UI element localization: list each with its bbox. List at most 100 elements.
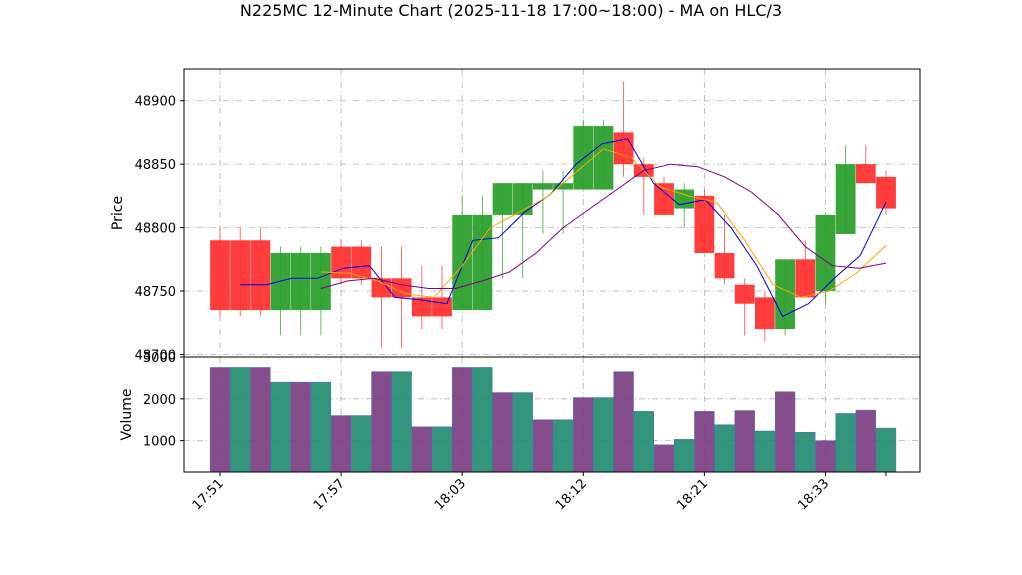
volume-bar <box>230 367 251 473</box>
candlesticks <box>210 81 896 349</box>
candle-body <box>452 214 473 311</box>
volume-bar <box>573 397 594 473</box>
volume-bar <box>371 371 392 473</box>
x-tick-label: 18:21 <box>674 476 711 513</box>
volume-bar <box>855 409 876 473</box>
candle <box>230 227 251 317</box>
candle-body <box>290 252 311 311</box>
candle-body <box>734 284 755 304</box>
candle-body <box>331 246 351 279</box>
candle <box>815 214 836 304</box>
volume-bar <box>613 371 634 473</box>
candle <box>835 145 856 234</box>
candle <box>371 246 392 349</box>
volume-bar <box>431 426 453 473</box>
price-tick-label: 48700 <box>135 348 176 363</box>
candle-body <box>573 126 594 190</box>
candle <box>250 227 271 317</box>
volume-bar <box>674 439 695 473</box>
candle <box>876 170 896 215</box>
candle <box>775 259 795 336</box>
candle <box>472 195 493 311</box>
x-tick-label: 17:57 <box>311 476 348 513</box>
volume-bar <box>290 381 311 473</box>
price-tick-label: 48750 <box>135 285 176 300</box>
volume-y-axis-ticks: 1000 2000 3000 <box>143 351 184 450</box>
candle <box>452 195 473 311</box>
candle <box>210 227 230 317</box>
candle <box>593 119 614 190</box>
volume-bar <box>351 415 372 473</box>
price-tick-label: 48900 <box>135 95 176 110</box>
chart-title: N225MC 12-Minute Chart (2025-11-18 17:00… <box>240 1 782 20</box>
candle-body <box>351 246 372 279</box>
volume-tick-label: 1000 <box>143 435 176 450</box>
candle <box>674 183 695 228</box>
candle-body <box>210 240 230 311</box>
volume-bar <box>209 367 231 473</box>
x-tick-label: 17:51 <box>190 476 227 513</box>
candle-body <box>391 278 412 298</box>
volume-bar <box>552 419 574 473</box>
volume-bar <box>270 381 291 473</box>
candle-body <box>553 183 573 190</box>
volume-bar <box>774 391 796 473</box>
x-tick-label: 18:03 <box>432 476 469 513</box>
price-grid <box>184 69 920 357</box>
price-panel-frame <box>183 68 921 358</box>
volume-bar <box>835 413 856 473</box>
price-tick-label: 48800 <box>135 222 176 237</box>
candle-body <box>411 297 432 317</box>
volume-panel-frame <box>183 356 921 473</box>
price-axis-label: Price <box>110 196 126 230</box>
candle <box>613 81 634 177</box>
candle-body <box>835 164 856 234</box>
candle-body <box>855 164 876 184</box>
candle <box>734 278 755 336</box>
volume-bar <box>714 424 735 473</box>
candle-body <box>775 259 795 330</box>
x-tick-label: 18:12 <box>553 476 590 513</box>
ma-line <box>320 163 887 289</box>
candle <box>755 291 775 342</box>
candle-body <box>230 240 251 311</box>
candle-body <box>593 126 614 190</box>
volume-bar <box>452 367 473 473</box>
volume-bar <box>330 415 352 473</box>
candle <box>290 246 311 336</box>
volume-bar <box>411 426 432 473</box>
candle-body <box>533 183 553 190</box>
ma-line <box>320 148 887 298</box>
volume-bars <box>209 367 897 473</box>
candle <box>331 240 351 285</box>
price-tick-label: 48850 <box>135 158 176 173</box>
x-axis-ticks: 17:51 17:57 18:03 18:12 18:21 18:33 <box>190 472 887 513</box>
candle <box>311 246 331 336</box>
candle-body <box>311 252 331 311</box>
price-y-axis-ticks: 48700 48750 48800 48850 48900 <box>135 95 184 363</box>
candle <box>270 246 291 336</box>
candle-body <box>876 176 896 209</box>
candle <box>855 145 876 184</box>
volume-bar <box>593 397 614 473</box>
volume-tick-label: 2000 <box>143 393 176 408</box>
volume-bar <box>734 410 755 473</box>
volume-bar <box>694 411 715 473</box>
volume-bar <box>875 427 897 473</box>
candle <box>654 176 674 215</box>
x-tick-label: 18:33 <box>795 476 832 513</box>
candle <box>512 183 533 279</box>
moving-average-lines <box>240 138 887 318</box>
volume-bar <box>633 411 654 473</box>
volume-bar <box>653 444 675 473</box>
volume-axis-label: Volume <box>119 388 135 440</box>
candle-body <box>432 297 452 317</box>
volume-bar <box>532 419 554 473</box>
candle <box>573 119 594 190</box>
candle <box>714 214 735 285</box>
candle <box>553 170 573 234</box>
volume-tick-label: 3000 <box>143 351 176 366</box>
volume-bar <box>492 392 513 473</box>
candle <box>492 183 513 279</box>
